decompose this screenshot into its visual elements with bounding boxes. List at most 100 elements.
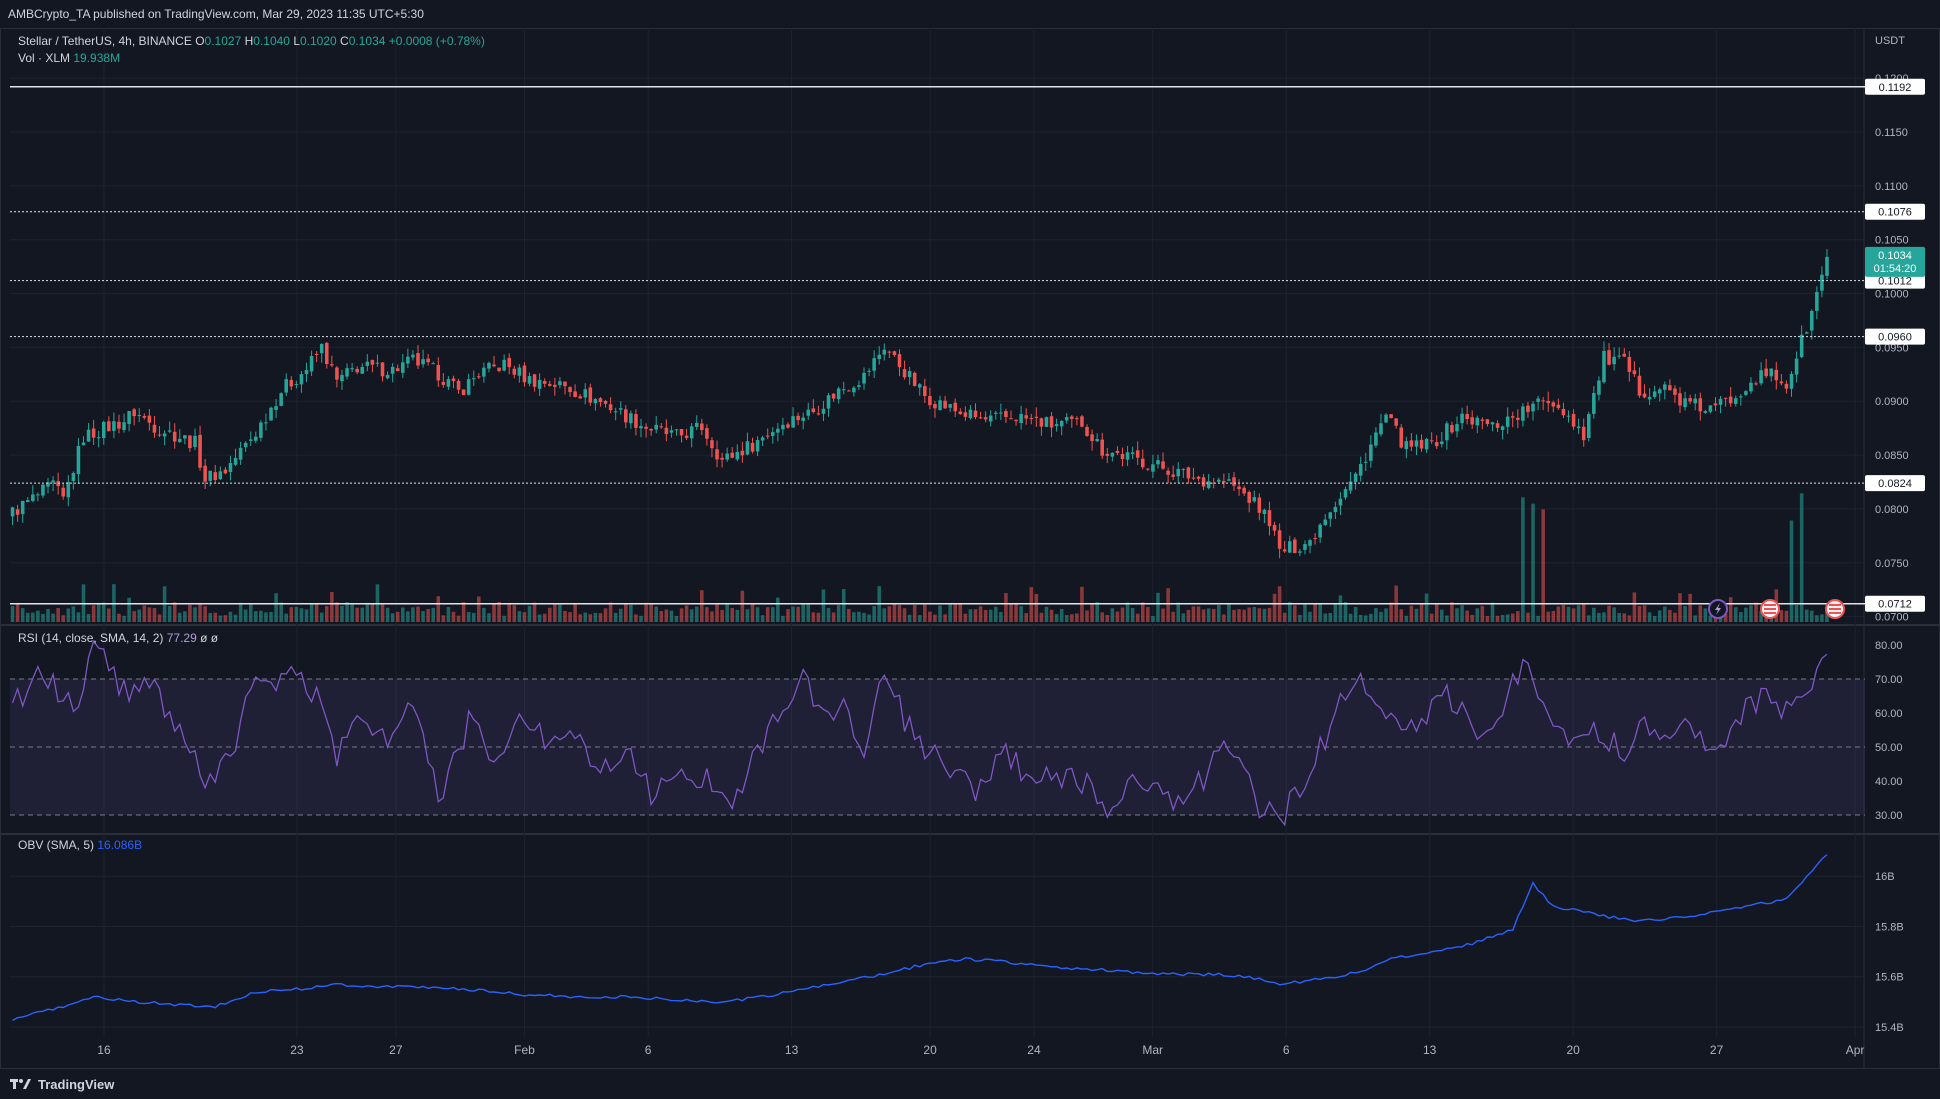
candle-body bbox=[796, 415, 800, 421]
volume-bar bbox=[1085, 610, 1089, 622]
volume-bar bbox=[1789, 520, 1794, 622]
volume-bar bbox=[1095, 602, 1099, 622]
candle-body bbox=[259, 422, 263, 438]
candle-body bbox=[46, 482, 50, 487]
candle-body bbox=[1348, 481, 1353, 491]
candle-body bbox=[1673, 388, 1677, 395]
volume-bar bbox=[644, 602, 648, 622]
candle-body bbox=[172, 431, 177, 442]
volume-bar bbox=[1728, 597, 1733, 622]
low-value: 0.1020 bbox=[300, 34, 337, 48]
tradingview-logo[interactable]: TradingView bbox=[10, 1077, 114, 1092]
volume-bar bbox=[1673, 612, 1677, 622]
volume-bar bbox=[1389, 602, 1393, 622]
candle-body bbox=[1612, 356, 1616, 365]
price-level-label: 0.0712 bbox=[1878, 599, 1912, 611]
candle-body bbox=[1703, 411, 1708, 413]
volume-bar bbox=[1100, 612, 1104, 622]
candle-body bbox=[1637, 375, 1642, 396]
candle-body bbox=[816, 413, 821, 415]
candle-body bbox=[162, 433, 167, 437]
candle-body bbox=[1232, 477, 1236, 486]
candle-body bbox=[907, 371, 912, 377]
candle-body bbox=[1176, 468, 1181, 477]
candle-body bbox=[725, 453, 729, 460]
candle-body bbox=[1759, 370, 1763, 384]
volume-bar bbox=[1222, 614, 1226, 622]
volume-bar bbox=[117, 613, 121, 622]
volume-bar bbox=[1698, 605, 1703, 622]
candle-body bbox=[426, 358, 430, 363]
volume-bar bbox=[401, 607, 405, 622]
candle-body bbox=[563, 381, 567, 387]
x-tick-label: 6 bbox=[645, 1043, 652, 1057]
volume-bar bbox=[1597, 612, 1601, 622]
candle-body bbox=[1516, 417, 1520, 420]
candle-body bbox=[15, 509, 20, 515]
volume-bar bbox=[1298, 614, 1302, 622]
volume-bar bbox=[1688, 593, 1692, 622]
volume-bar bbox=[629, 604, 633, 622]
volume-bar bbox=[1019, 606, 1023, 622]
candle-body bbox=[1369, 444, 1373, 461]
candle-body bbox=[1789, 373, 1794, 389]
candle-body bbox=[821, 408, 826, 414]
volume-bar bbox=[264, 612, 268, 622]
volume-bar bbox=[1602, 612, 1606, 622]
candle-body bbox=[1064, 417, 1069, 421]
volume-bar bbox=[1779, 610, 1784, 622]
volume-bar bbox=[816, 612, 821, 622]
volume-bar bbox=[720, 609, 724, 622]
candle-body bbox=[532, 374, 537, 387]
candle-body bbox=[1333, 506, 1338, 513]
candle-body bbox=[183, 435, 187, 439]
candle-body bbox=[294, 384, 299, 386]
high-value: 0.1040 bbox=[253, 34, 290, 48]
candle-body bbox=[492, 364, 496, 367]
volume-bar bbox=[101, 602, 106, 622]
volume-bar bbox=[1358, 614, 1363, 622]
volume-bar bbox=[1429, 613, 1434, 622]
candle-body bbox=[1130, 452, 1135, 455]
volume-bar bbox=[1323, 613, 1327, 622]
candle-body bbox=[436, 365, 441, 381]
candle-body bbox=[1683, 398, 1687, 408]
candle-body bbox=[208, 470, 212, 481]
candle-body bbox=[1024, 415, 1028, 419]
volume-bar bbox=[76, 612, 81, 622]
candle-body bbox=[674, 429, 679, 431]
candle-body bbox=[451, 378, 456, 382]
candle-body bbox=[1521, 406, 1525, 421]
candle-body bbox=[608, 404, 613, 411]
obv-label[interactable]: OBV (SMA, 5) bbox=[18, 838, 95, 852]
candle-body bbox=[902, 369, 907, 378]
volume-bar bbox=[421, 611, 425, 622]
volume-bar bbox=[335, 602, 339, 622]
candle-body bbox=[1323, 519, 1327, 525]
candle-body bbox=[978, 417, 983, 419]
candle-body bbox=[324, 342, 329, 365]
volume-bar bbox=[760, 615, 765, 622]
candle-body bbox=[1647, 396, 1652, 400]
candle-body bbox=[791, 416, 795, 428]
candle-body bbox=[923, 386, 927, 397]
candle-body bbox=[968, 409, 973, 419]
candle-body bbox=[254, 436, 258, 441]
rsi-label[interactable]: RSI (14, close, SMA, 14, 2) bbox=[18, 631, 164, 645]
volume-bar bbox=[309, 604, 314, 622]
symbol-title[interactable]: Stellar / TetherUS, 4h, BINANCE bbox=[18, 34, 192, 48]
volume-label[interactable]: Vol · XLM bbox=[18, 51, 71, 65]
volume-bar bbox=[1201, 609, 1206, 622]
candle-body bbox=[117, 421, 121, 429]
volume-bar bbox=[1282, 612, 1287, 622]
volume-bar bbox=[933, 614, 937, 622]
volume-bar bbox=[487, 613, 491, 622]
candle-body bbox=[264, 422, 268, 424]
candle-body bbox=[1181, 469, 1186, 471]
volume-bar bbox=[1566, 606, 1571, 622]
volume-bar bbox=[1049, 609, 1054, 622]
candle-body bbox=[1014, 419, 1018, 422]
candle-body bbox=[1262, 509, 1267, 515]
price-tick-label: 0.1050 bbox=[1875, 235, 1909, 247]
